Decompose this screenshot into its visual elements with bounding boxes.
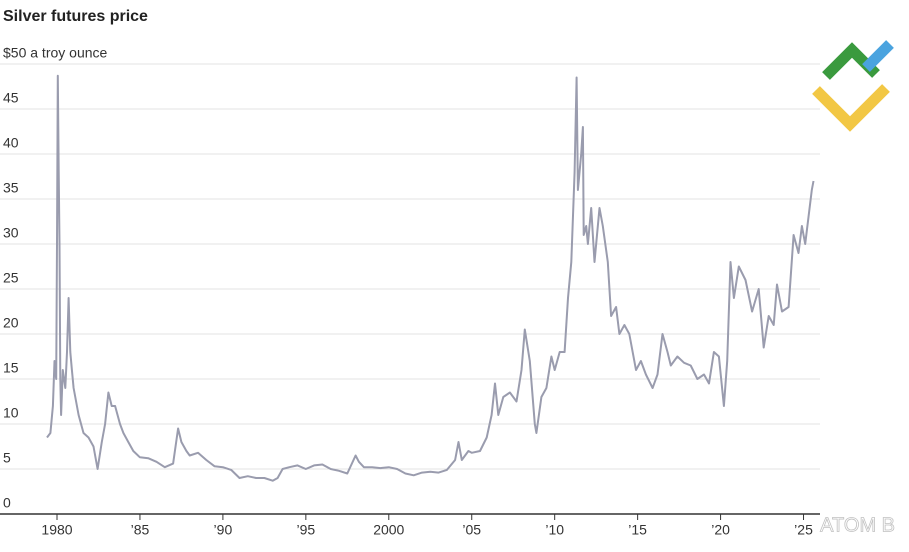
y-tick-label: $50 a troy ounce <box>3 45 108 61</box>
y-tick-label: 15 <box>3 360 19 376</box>
x-tick-label: 1980 <box>41 522 72 538</box>
y-tick-label: 30 <box>3 225 19 241</box>
x-tick-label: ’05 <box>462 522 481 538</box>
x-tick-label: 2000 <box>373 522 404 538</box>
x-tick-label: ’85 <box>131 522 150 538</box>
chart-title: Silver futures price <box>3 8 148 25</box>
x-tick-label: ’25 <box>794 522 813 538</box>
x-tick-label: ’95 <box>296 522 315 538</box>
logo <box>812 40 894 132</box>
x-tick-label: ’10 <box>545 522 564 538</box>
y-tick-label: 45 <box>3 90 19 106</box>
y-tick-label: 5 <box>3 450 11 466</box>
x-tick-label: ’20 <box>711 522 730 538</box>
y-tick-label: 0 <box>3 495 11 511</box>
x-tick-label: ’90 <box>214 522 233 538</box>
y-tick-label: 40 <box>3 135 19 151</box>
x-tick-label: ’15 <box>628 522 647 538</box>
line <box>46 74 815 482</box>
y-tick-label: 20 <box>3 315 19 331</box>
watermark: ATOM B <box>820 514 895 536</box>
y-tick-label: 35 <box>3 180 19 196</box>
y-tick-label: 25 <box>3 270 19 286</box>
y-tick-label: 10 <box>3 405 19 421</box>
